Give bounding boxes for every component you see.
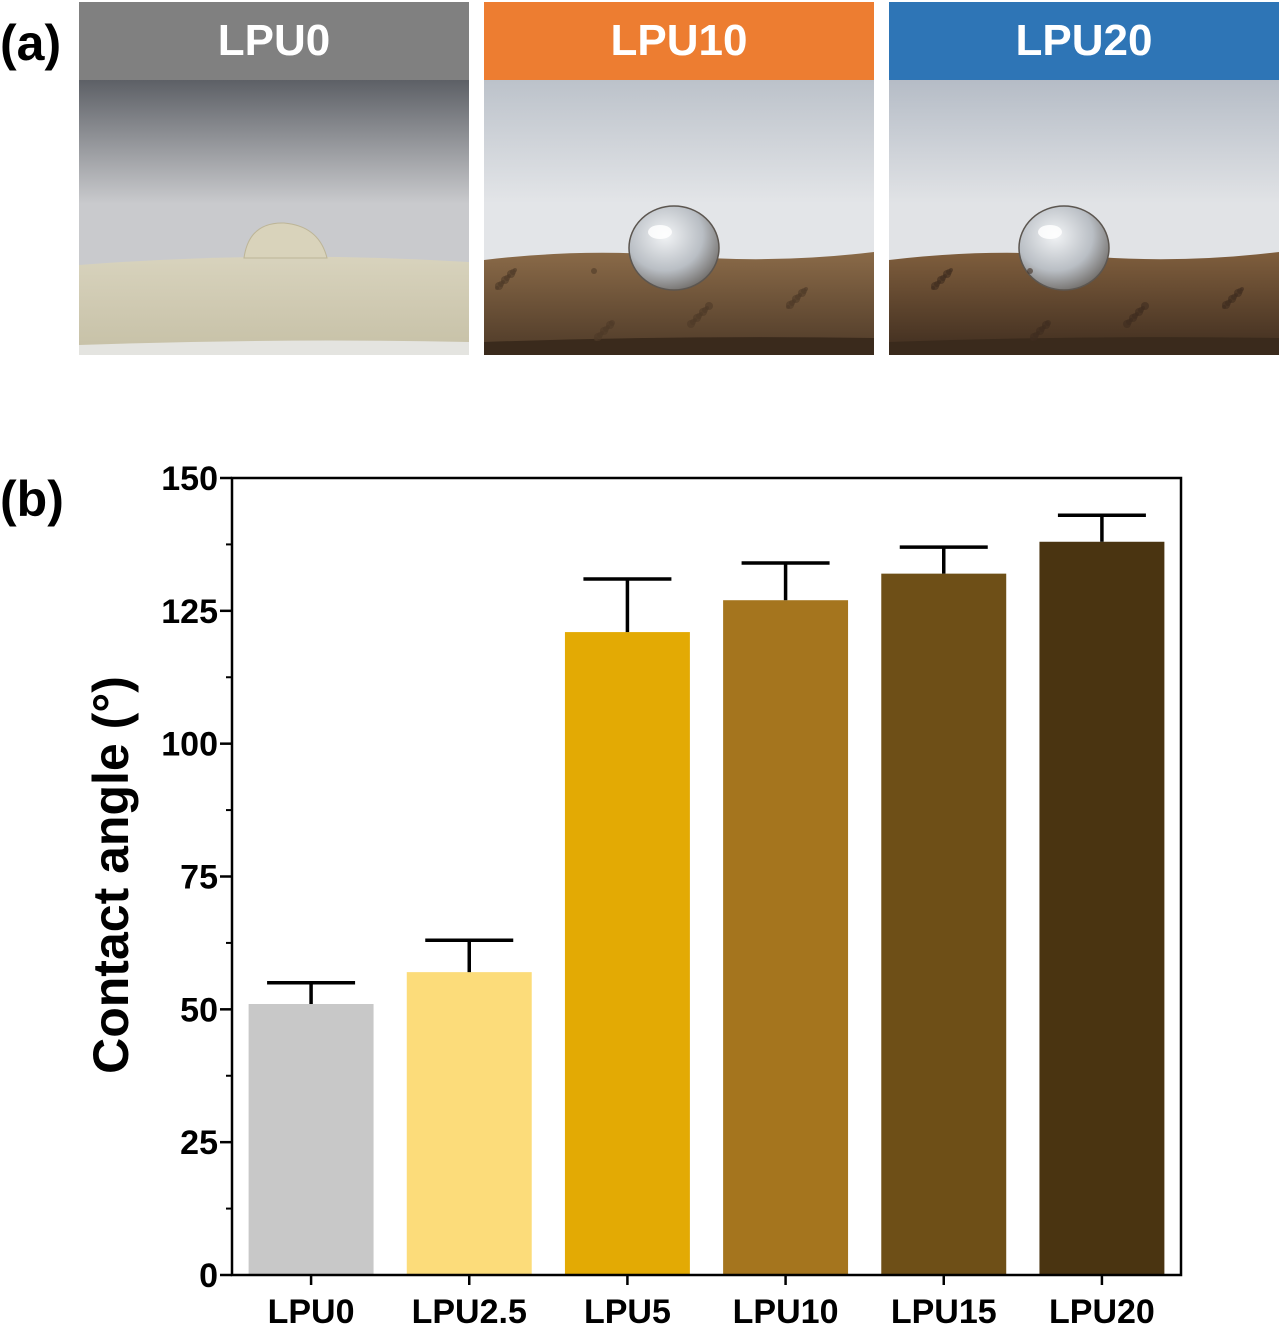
bar-LPU15 [881,573,1007,1275]
x-tick-label: LPU5 [584,1293,671,1331]
sample-surface [889,252,1279,355]
y-tick-label: 0 [199,1257,218,1295]
surface-texture [1222,305,1226,309]
substrate [484,337,874,355]
bar-LPU0 [248,1004,374,1275]
x-tick-label: LPU15 [891,1293,997,1331]
surface-texture [495,286,499,290]
droplet-image-lpu10 [484,80,874,355]
bar-LPU5 [564,632,690,1275]
water-droplet [628,205,720,291]
surface-texture [931,286,935,290]
water-droplet [243,222,328,259]
y-axis-title: Contact angle (°) [83,676,139,1074]
surface-texture [594,337,598,341]
x-tick-label: LPU2.5 [412,1293,527,1331]
plot-frame [230,476,1183,1277]
surface-texture [786,305,790,309]
y-tick-label: 75 [180,859,218,897]
photo-header-lpu20: LPU20 [889,2,1279,80]
droplet-image-lpu0 [79,80,469,355]
surface-texture [1030,337,1034,341]
surface-texture [687,320,695,328]
droplet-highlight [648,225,672,239]
x-tick-label: LPU0 [268,1293,355,1331]
sample-surface [484,252,874,355]
bar-LPU20 [1039,541,1165,1275]
y-tick-label: 100 [161,726,218,764]
photo-lpu0: LPU0 [79,2,469,355]
surface-texture [1123,320,1131,328]
x-tick-label: LPU20 [1049,1293,1155,1331]
photo-lpu10: LPU10 [484,2,874,355]
x-tick-label: LPU10 [733,1293,839,1331]
y-tick-label: 25 [180,1124,218,1162]
droplet-image-lpu20 [889,80,1279,355]
bar-LPU2.5 [406,972,532,1275]
panel-a-label: (a) [0,15,62,71]
surface-texture [1027,268,1033,274]
panel-b-label: (b) [0,471,64,527]
surface-texture [591,268,597,274]
bar-LPU10 [723,600,849,1275]
droplet-highlight [1038,225,1062,239]
photo-header-lpu10: LPU10 [484,2,874,80]
photo-lpu20: LPU20 [889,2,1279,355]
water-droplet [1018,205,1110,291]
y-tick-label: 125 [161,593,218,631]
sample-surface [79,256,469,355]
y-tick-label: 150 [161,460,218,498]
substrate [889,337,1279,355]
y-tick-label: 50 [180,991,218,1029]
photo-header-lpu0: LPU0 [79,2,469,80]
substrate [79,340,469,355]
